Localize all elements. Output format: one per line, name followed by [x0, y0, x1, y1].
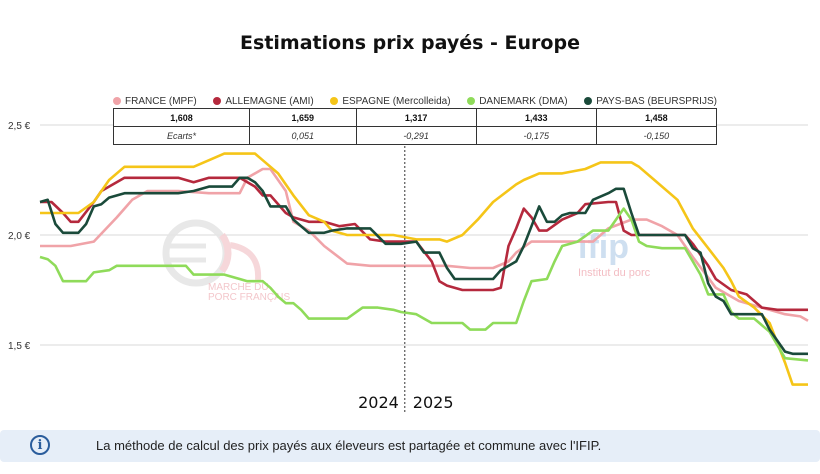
legend-marker-danemark: [467, 97, 476, 105]
watermark-ifip-sub: Institut du porc: [578, 267, 651, 279]
y-tick-label: 1,5 €: [8, 341, 31, 352]
legend-item-france[interactable]: FRANCE (MPF): [113, 96, 197, 107]
legend-label-allemagne: ALLEMAGNE (AMI): [225, 95, 314, 107]
legend-item-allemagne[interactable]: ALLEMAGNE (AMI): [213, 95, 314, 107]
series-line-1: [40, 176, 808, 312]
series-line-2: [40, 152, 808, 386]
legend-item-danemark[interactable]: DANEMARK (DMA): [467, 95, 568, 107]
legend-label-espagne: ESPAGNE (Mercolleida): [342, 95, 451, 107]
price-table: 1,608 1,659 1,317 1,433 1,458 Ecarts* 0,…: [113, 108, 718, 145]
info-icon[interactable]: i: [30, 435, 50, 455]
info-banner: i La méthode de calcul des prix payés au…: [0, 430, 820, 462]
table-cell-ecarts-label: Ecarts*: [113, 126, 250, 145]
table-cell-danemark-ecart: -0,175: [475, 126, 597, 145]
watermark-left-top: MARCHÉ DU: [208, 280, 269, 293]
table-cell-danemark-latest: 1,433: [475, 108, 597, 127]
period-label-2025: 2025: [413, 393, 454, 412]
legend-label-danemark: DANEMARK (DMA): [479, 95, 568, 107]
watermark-left-bottom: PORC FRANÇAIS: [208, 292, 291, 303]
table-cell-pays-bas-latest: 1,458: [595, 108, 718, 127]
legend-marker-allemagne: [213, 97, 222, 105]
legend-marker-pays-bas: [584, 97, 593, 105]
series-line-4: [39, 176, 808, 356]
table-cell-allemagne-latest: 1,659: [248, 108, 357, 127]
chart-title: Estimations prix payés - Europe: [240, 32, 580, 54]
legend-marker-france: [113, 97, 121, 105]
table-cell-espagne-ecart: -0,291: [355, 126, 477, 145]
legend: FRANCE (MPF) ALLEMAGNE (AMI) ESPAGNE (Me…: [113, 94, 717, 108]
period-label-2024: 2024: [358, 393, 399, 412]
legend-label-pays-bas: PAYS-BAS (BEURSPRIJS): [596, 95, 717, 107]
y-tick-label: 2,0 €: [8, 231, 31, 242]
legend-item-pays-bas[interactable]: PAYS-BAS (BEURSPRIJS): [584, 96, 717, 107]
marche-porc-logo: MARCHÉ DU PORC FRANÇAIS: [162, 219, 291, 303]
series-line-3: [39, 207, 809, 362]
info-text: La méthode de calcul des prix payés aux …: [96, 438, 602, 453]
table-cell-pays-bas-ecart: -0,150: [595, 126, 718, 145]
table-cell-espagne-latest: 1,317: [355, 108, 477, 127]
table-row-latest: 1,608 1,659 1,317 1,433 1,458: [113, 108, 718, 127]
legend-marker-espagne: [330, 97, 339, 105]
table-cell-allemagne-ecart: 0,051: [248, 126, 357, 145]
y-tick-label: 2,5 €: [8, 121, 31, 132]
legend-label-france: FRANCE (MPF): [125, 95, 197, 107]
legend-item-espagne[interactable]: ESPAGNE (Mercolleida): [330, 95, 451, 107]
table-row-ecarts: Ecarts* 0,051 -0,291 -0,175 -0,150: [113, 126, 718, 145]
table-cell-france-latest: 1,608: [113, 108, 250, 127]
